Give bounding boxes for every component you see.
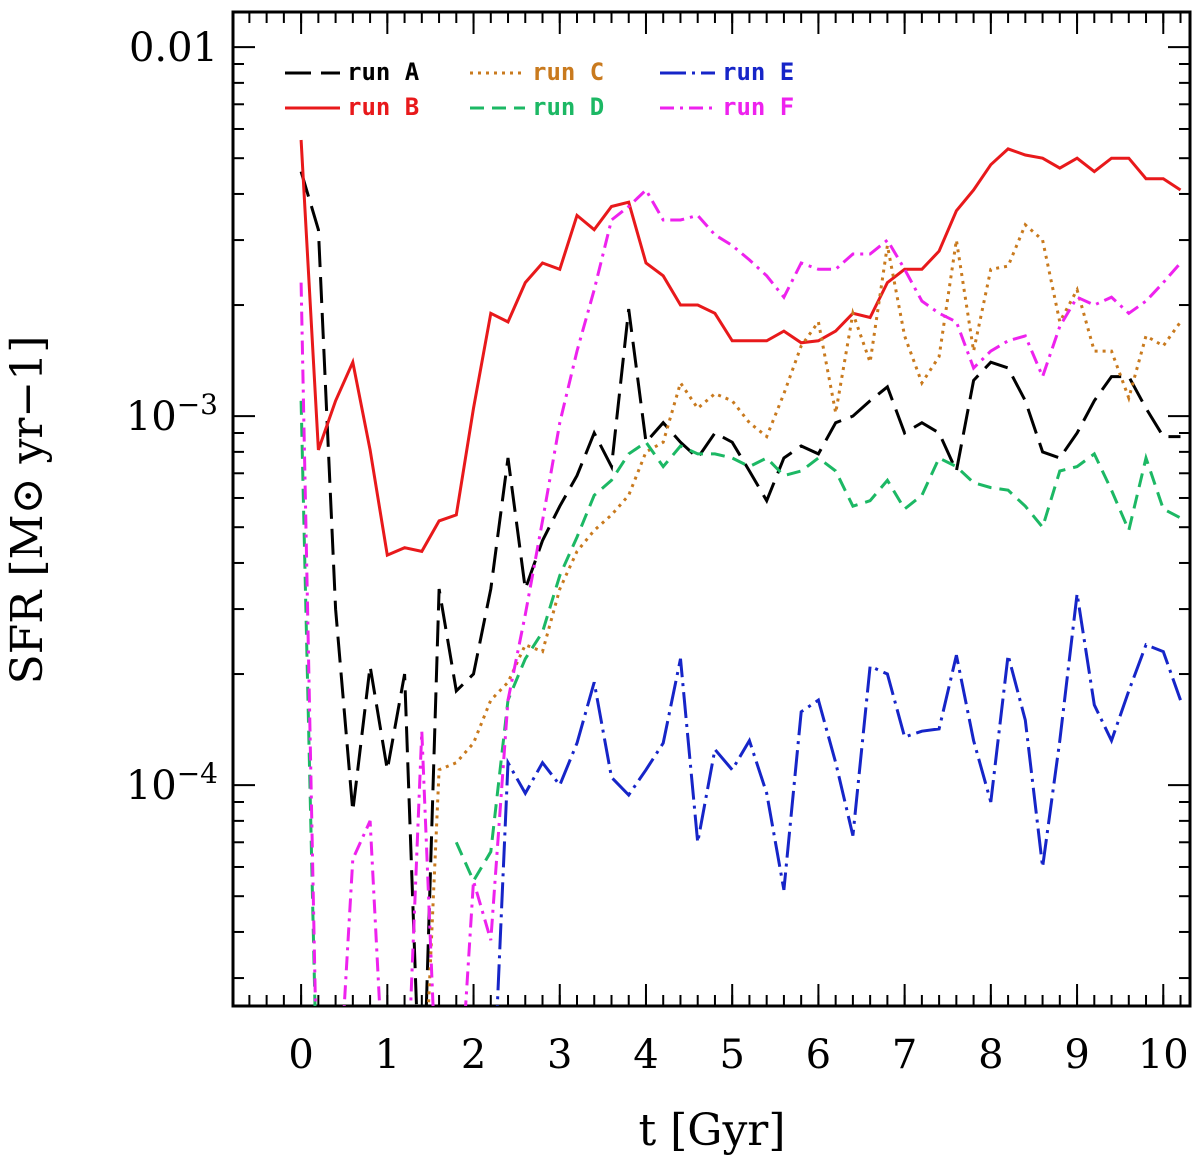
y-tick-label: 10−3 bbox=[126, 388, 218, 440]
x-tick-label: 9 bbox=[1064, 1032, 1089, 1078]
x-tick-label: 8 bbox=[978, 1032, 1003, 1078]
plot-frame bbox=[231, 10, 1192, 1008]
legend-label: run D bbox=[532, 93, 604, 121]
y-axis-label: SFR [M⊙ yr−1] bbox=[2, 336, 53, 685]
series-line bbox=[299, 171, 1181, 1006]
series-line bbox=[299, 187, 1182, 1006]
legend-label: run A bbox=[347, 58, 420, 86]
x-tick-label: 3 bbox=[547, 1032, 572, 1078]
x-tick-label: 10 bbox=[1138, 1032, 1189, 1078]
x-tick-label: 2 bbox=[461, 1032, 486, 1078]
x-tick-label: 6 bbox=[806, 1032, 831, 1078]
x-tick-label: 5 bbox=[719, 1032, 744, 1078]
series-line bbox=[495, 593, 1182, 1006]
legend-label: run F bbox=[722, 93, 794, 121]
series-line bbox=[426, 222, 1182, 1006]
series-line bbox=[299, 139, 1182, 558]
legend-label: run C bbox=[532, 58, 604, 86]
plot-area bbox=[299, 139, 1182, 1006]
x-tick-label: 7 bbox=[892, 1032, 917, 1078]
y-tick-label: 0.01 bbox=[129, 25, 218, 71]
y-tick-label: 10−4 bbox=[126, 757, 218, 809]
x-tick-label: 1 bbox=[375, 1032, 400, 1078]
legend-label: run E bbox=[722, 58, 794, 86]
legend-label: run B bbox=[347, 93, 419, 121]
x-tick-label: 4 bbox=[633, 1032, 658, 1078]
x-tick-label: 0 bbox=[288, 1032, 313, 1078]
x-axis-label: t [Gyr] bbox=[638, 1105, 785, 1156]
